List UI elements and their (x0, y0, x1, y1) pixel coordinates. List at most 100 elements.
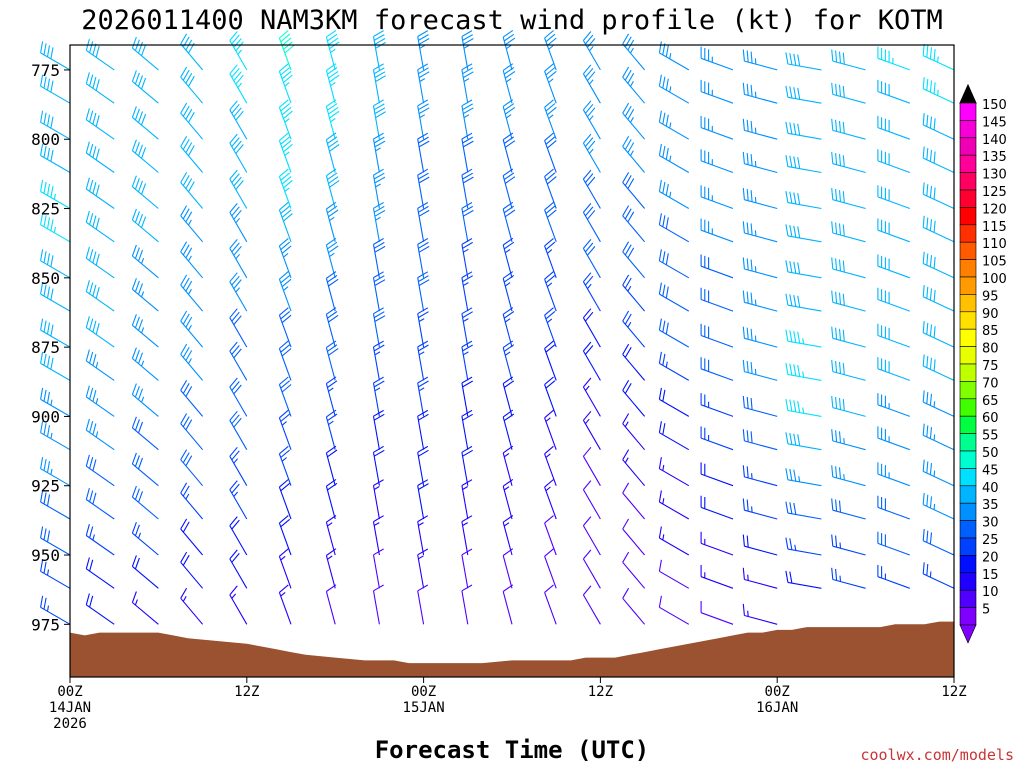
colorbar-top-arrow (959, 83, 977, 104)
wind-barb (278, 445, 292, 486)
wind-barb (372, 409, 385, 450)
wind-barb (877, 462, 910, 487)
colorbar-swatch (959, 381, 977, 400)
x-tick-label: 12Z (234, 684, 259, 700)
wind-barb (325, 584, 337, 625)
x-tick-label: 15JAN (403, 700, 445, 716)
wind-barb (785, 468, 822, 487)
wind-barb (325, 132, 340, 173)
wind-barb (544, 515, 557, 556)
colorbar-swatch (959, 485, 977, 504)
wind-barb (582, 516, 601, 556)
wind-barb (877, 46, 910, 71)
wind-barb (785, 329, 822, 348)
wind-barb (658, 41, 690, 71)
colorbar-label: 130 (982, 168, 1007, 183)
wind-barb (229, 480, 248, 520)
wind-barb (325, 63, 340, 104)
wind-barb (831, 49, 866, 71)
wind-barb (700, 531, 734, 556)
wind-barb (180, 102, 204, 140)
colorbar-swatch (959, 102, 977, 121)
wind-barb (85, 385, 115, 417)
colorbar-label: 115 (982, 220, 1007, 235)
wind-barb (544, 168, 557, 209)
wind-barb (325, 478, 338, 520)
wind-barb (85, 593, 115, 625)
wind-barb (417, 515, 429, 556)
wind-barb (229, 585, 248, 625)
wind-barb (700, 357, 734, 381)
wind-barb (131, 36, 159, 71)
wind-barb (372, 63, 386, 104)
wind-barb (40, 559, 71, 589)
wind-barb (544, 584, 557, 625)
wind-barb (544, 376, 557, 417)
wind-barb (180, 205, 204, 243)
wind-barb (544, 548, 557, 589)
wind-barb (544, 201, 557, 242)
wind-barb (502, 132, 516, 173)
wind-barb (85, 72, 115, 104)
wind-barb (658, 490, 690, 520)
wind-barb (700, 462, 734, 487)
wind-barb (700, 46, 734, 71)
wind-barb (582, 203, 601, 243)
colorbar-label: 145 (982, 115, 1007, 130)
wind-barb (40, 143, 71, 173)
wind-barb (544, 409, 557, 450)
colorbar-swatch (959, 450, 977, 469)
wind-barb (40, 387, 71, 417)
wind-barb (131, 591, 159, 625)
wind-barb (180, 343, 204, 381)
wind-barb (325, 168, 340, 209)
wind-barb (877, 426, 910, 451)
speed-colorbar: 1501451401351301251201151101051009590858… (959, 83, 1007, 644)
colorbar-label: 50 (982, 446, 999, 461)
wind-barb (180, 310, 204, 348)
wind-barb (278, 479, 292, 520)
wind-barb (417, 202, 430, 242)
wind-barb (461, 548, 473, 589)
wind-barb (831, 151, 866, 174)
colorbar-label: 100 (982, 272, 1007, 287)
colorbar-label: 5 (982, 603, 990, 618)
wind-barb (582, 31, 601, 71)
wind-barb (325, 99, 340, 140)
wind-barb (40, 282, 71, 312)
wind-barb (278, 168, 293, 209)
colorbar-swatch (959, 294, 977, 313)
wind-barb (417, 99, 430, 140)
wind-barb (461, 307, 473, 348)
wind-barb (502, 99, 516, 140)
x-tick-label: 00Z (765, 684, 790, 700)
colorbar-label: 135 (982, 150, 1007, 165)
wind-barb (544, 99, 557, 140)
wind-barb (372, 307, 386, 348)
colorbar-label: 150 (982, 98, 1007, 113)
wind-barb (582, 549, 601, 589)
wind-barb (372, 271, 386, 312)
wind-barb (40, 490, 71, 520)
wind-barb (622, 172, 646, 209)
wind-barb (658, 595, 690, 625)
wind-barb (922, 528, 955, 556)
wind-barb (742, 603, 778, 625)
colorbar-swatch (959, 137, 977, 156)
wind-barb (922, 423, 955, 451)
wind-barb (229, 100, 248, 140)
wind-barb (742, 118, 778, 140)
colorbar-swatch (959, 207, 977, 226)
wind-barb (229, 64, 248, 104)
wind-barb (40, 179, 71, 209)
colorbar-label: 110 (982, 237, 1007, 252)
wind-barb (831, 290, 866, 312)
wind-barb (417, 479, 429, 520)
wind-barb (229, 203, 248, 243)
wind-barb (461, 409, 473, 450)
wind-barb (877, 79, 910, 104)
wind-barb (502, 584, 514, 625)
wind-barb (785, 362, 822, 381)
colorbar-swatch (959, 398, 977, 417)
